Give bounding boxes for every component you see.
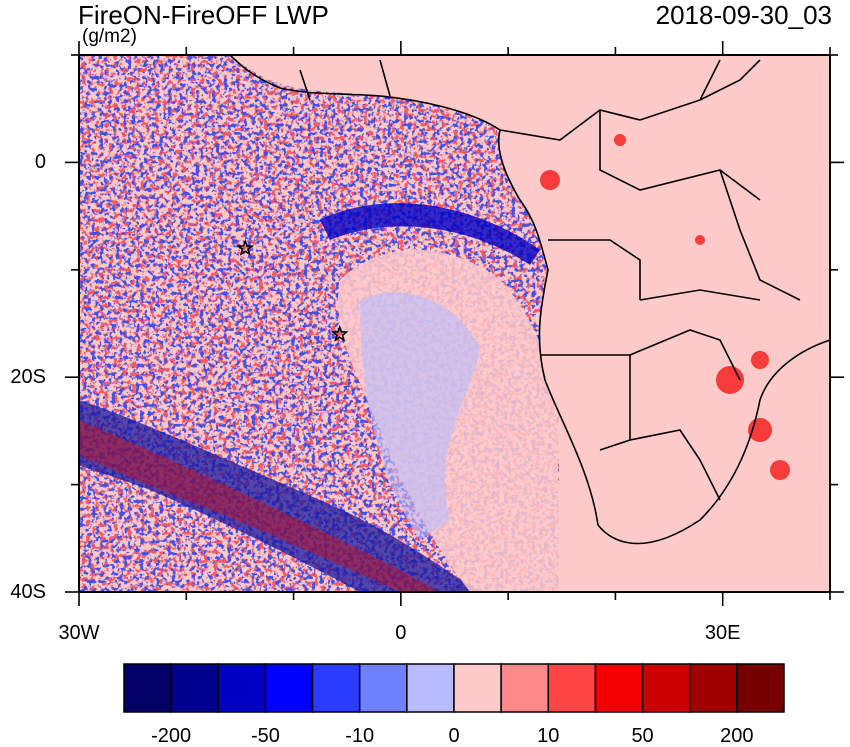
lat-tick-label: 0	[34, 151, 46, 174]
colorbar-swatch	[453, 663, 502, 713]
lat-tick-label: 40S	[10, 581, 46, 603]
lon-tick-label: 30W	[58, 622, 100, 644]
colorbar-label: -200	[151, 725, 192, 747]
colorbar	[123, 663, 785, 713]
colorbar-label: -50	[250, 725, 280, 747]
map-title: FireON-FireOFF LWP	[78, 0, 329, 30]
star-marker-1	[236, 239, 255, 256]
colorbar-label: 50	[631, 725, 654, 747]
units-label: (g/m2)	[82, 26, 137, 47]
cloud-band-red	[79, 420, 440, 592]
colorbar-label: -10	[345, 725, 375, 747]
colorbar-swatch	[736, 663, 785, 713]
colorbar-swatch	[123, 663, 172, 713]
swirl-blue-arc	[320, 203, 540, 265]
colorbar-label: 10	[537, 725, 560, 747]
colorbar-swatch	[311, 663, 361, 713]
colorbar-swatch	[641, 663, 691, 713]
cloud-band-blue	[79, 400, 480, 592]
colorbar-swatch	[688, 663, 738, 713]
colorbar-swatch	[406, 663, 455, 713]
map-frame	[78, 54, 831, 593]
colorbar-label: 200	[720, 725, 754, 747]
colorbar-swatch	[547, 663, 597, 713]
lon-tick-label: 0	[395, 622, 407, 644]
colorbar-swatch	[594, 663, 644, 713]
colorbar-swatch	[358, 663, 408, 713]
colorbar-swatch	[500, 663, 550, 713]
country-borders	[229, 55, 830, 545]
axis-ticks	[65, 41, 844, 606]
colorbar-label: 0	[448, 725, 460, 747]
lwp-field	[79, 55, 830, 592]
colorbar-swatch	[170, 663, 220, 713]
lon-tick-label: 30E	[704, 622, 741, 644]
swirl-lightblue	[360, 292, 480, 540]
lat-tick-label: 20S	[10, 366, 46, 389]
markers	[236, 239, 349, 342]
star-marker-2	[330, 325, 349, 342]
colorbar-swatch	[217, 663, 267, 713]
land-africa	[230, 55, 830, 592]
timestamp-label: 2018-09-30_03	[655, 0, 832, 30]
colorbar-swatch	[264, 663, 314, 713]
